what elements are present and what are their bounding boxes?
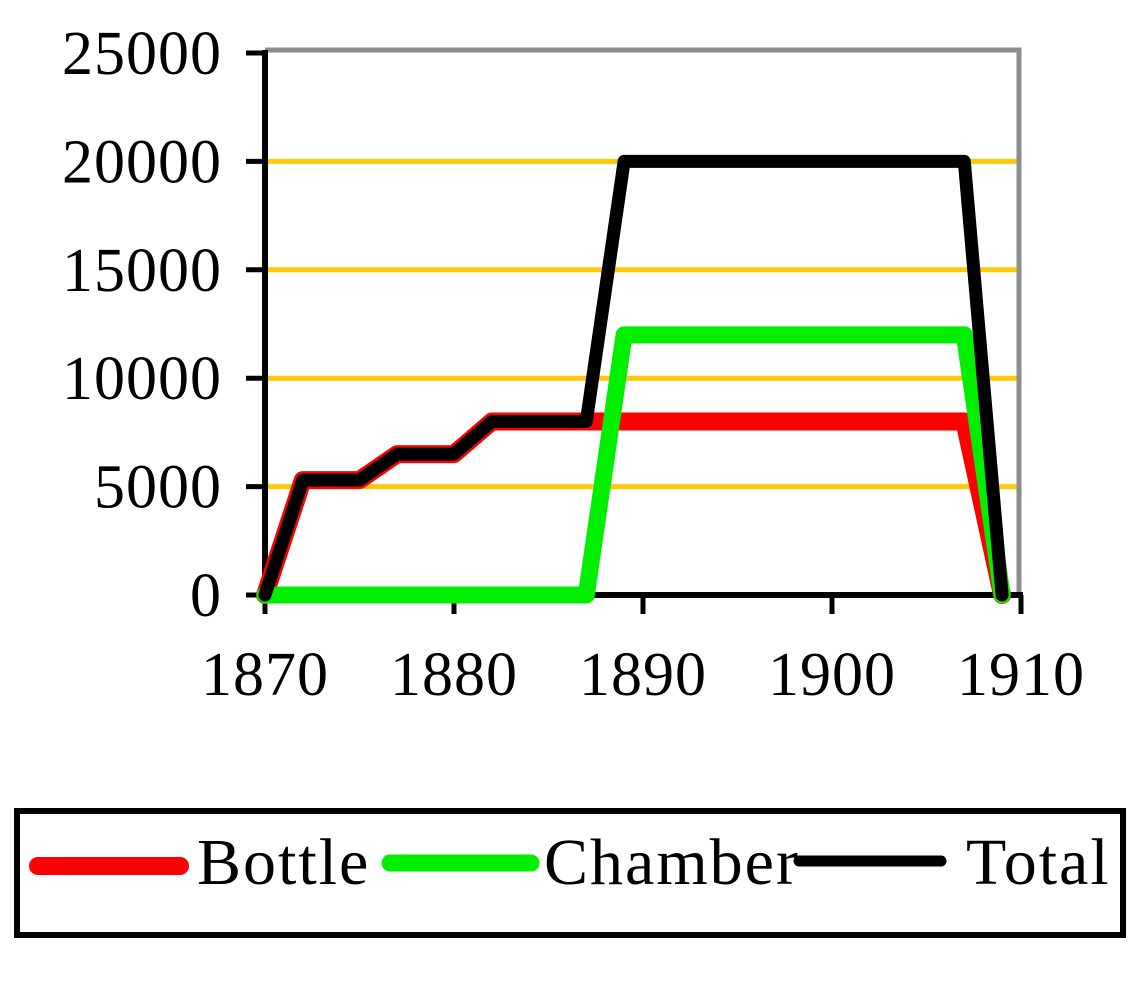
x-axis-labels: 1870 1880 1890 1900 1910 xyxy=(201,641,1085,709)
x-tick-label-1890: 1890 xyxy=(579,641,707,709)
plot-area-border xyxy=(265,47,1022,595)
y-tick-label-20000: 20000 xyxy=(62,128,222,196)
y-tick-label-10000: 10000 xyxy=(62,345,222,413)
series-line-chamber xyxy=(256,326,1011,604)
x-tick-label-1870: 1870 xyxy=(201,641,329,709)
legend: Bottle Chamber Total xyxy=(14,808,1126,938)
x-tick-label-1900: 1900 xyxy=(768,641,896,709)
y-tick-label-25000: 25000 xyxy=(62,20,222,88)
y-tick-label-0: 0 xyxy=(190,562,222,630)
series-line-bottle xyxy=(256,412,1012,604)
legend-label-bottle: Bottle xyxy=(197,826,370,899)
series-lines xyxy=(256,154,1012,604)
x-tick-label-1880: 1880 xyxy=(390,641,518,709)
gridlines xyxy=(265,158,1019,490)
legend-border xyxy=(14,808,1126,938)
legend-label-total: Total xyxy=(966,826,1111,899)
series-line-total xyxy=(258,154,1009,602)
legend-label-chamber: Chamber xyxy=(544,826,800,899)
y-tick-label-5000: 5000 xyxy=(94,454,222,522)
y-tick-label-15000: 15000 xyxy=(62,237,222,305)
x-tick-label-1910: 1910 xyxy=(957,641,1085,709)
y-axis-labels: 0 5000 10000 15000 20000 25000 xyxy=(62,20,222,630)
